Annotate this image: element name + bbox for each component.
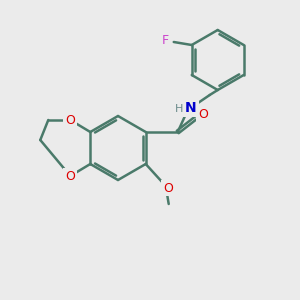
- Text: H: H: [175, 104, 183, 114]
- Text: O: O: [198, 109, 208, 122]
- Text: N: N: [185, 101, 197, 115]
- Text: O: O: [163, 182, 173, 194]
- Text: O: O: [65, 169, 75, 182]
- Text: O: O: [65, 113, 75, 127]
- Text: F: F: [162, 34, 169, 47]
